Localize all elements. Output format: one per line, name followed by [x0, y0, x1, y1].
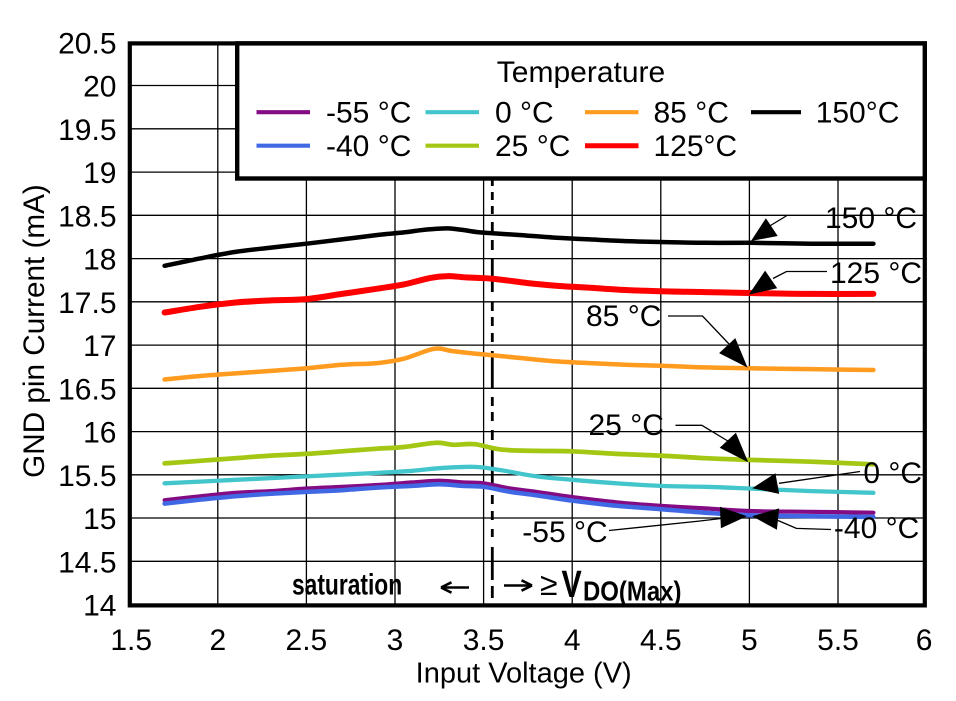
svg-text:17: 17 — [83, 330, 116, 363]
svg-text:0 °C: 0 °C — [495, 97, 554, 130]
svg-text:20.5: 20.5 — [58, 27, 116, 60]
svg-text:0 °C: 0 °C — [863, 457, 922, 490]
svg-text:14: 14 — [83, 590, 116, 623]
svg-text:-55 °C: -55 °C — [326, 97, 411, 130]
svg-text:2: 2 — [209, 624, 226, 657]
svg-text:15: 15 — [83, 503, 116, 536]
svg-text:6: 6 — [916, 624, 933, 657]
svg-text:20: 20 — [83, 71, 116, 104]
svg-text:saturation: saturation — [292, 567, 402, 601]
svg-text:85 °C: 85 °C — [654, 97, 729, 130]
svg-text:25 °C: 25 °C — [495, 130, 570, 163]
svg-text:Input Voltage (V): Input Voltage (V) — [416, 658, 632, 690]
svg-text:125°C: 125°C — [654, 130, 738, 163]
svg-text:V: V — [562, 564, 582, 606]
svg-text:4: 4 — [564, 624, 581, 657]
svg-text:15.5: 15.5 — [58, 460, 116, 493]
svg-text:Temperature: Temperature — [497, 56, 665, 89]
svg-text:18: 18 — [83, 244, 116, 277]
svg-text:4.5: 4.5 — [640, 624, 682, 657]
svg-text:≥: ≥ — [540, 566, 558, 602]
svg-text:16.5: 16.5 — [58, 373, 116, 406]
svg-text:1.5: 1.5 — [110, 624, 152, 657]
svg-text:85 °C: 85 °C — [586, 300, 661, 333]
svg-text:3.5: 3.5 — [463, 624, 505, 657]
svg-text:-40 °C: -40 °C — [834, 512, 919, 545]
svg-text:16: 16 — [83, 417, 116, 450]
svg-text:5: 5 — [741, 624, 758, 657]
svg-text:125 °C: 125 °C — [830, 257, 922, 290]
svg-text:-55 °C: -55 °C — [522, 516, 607, 549]
svg-text:150 °C: 150 °C — [825, 202, 917, 235]
svg-text:17.5: 17.5 — [58, 287, 116, 320]
svg-text:19.5: 19.5 — [58, 114, 116, 147]
svg-text:25 °C: 25 °C — [589, 409, 664, 442]
svg-text:2.5: 2.5 — [286, 624, 328, 657]
svg-text:19: 19 — [83, 157, 116, 190]
svg-text:3: 3 — [387, 624, 404, 657]
svg-text:5.5: 5.5 — [817, 624, 859, 657]
svg-text:DO(Max): DO(Max) — [583, 575, 681, 607]
svg-text:-40 °C: -40 °C — [326, 130, 411, 163]
svg-text:150°C: 150°C — [816, 97, 900, 130]
svg-text:14.5: 14.5 — [58, 546, 116, 579]
svg-text:18.5: 18.5 — [58, 200, 116, 233]
svg-text:GND pin Current (mA): GND pin Current (mA) — [18, 184, 51, 478]
